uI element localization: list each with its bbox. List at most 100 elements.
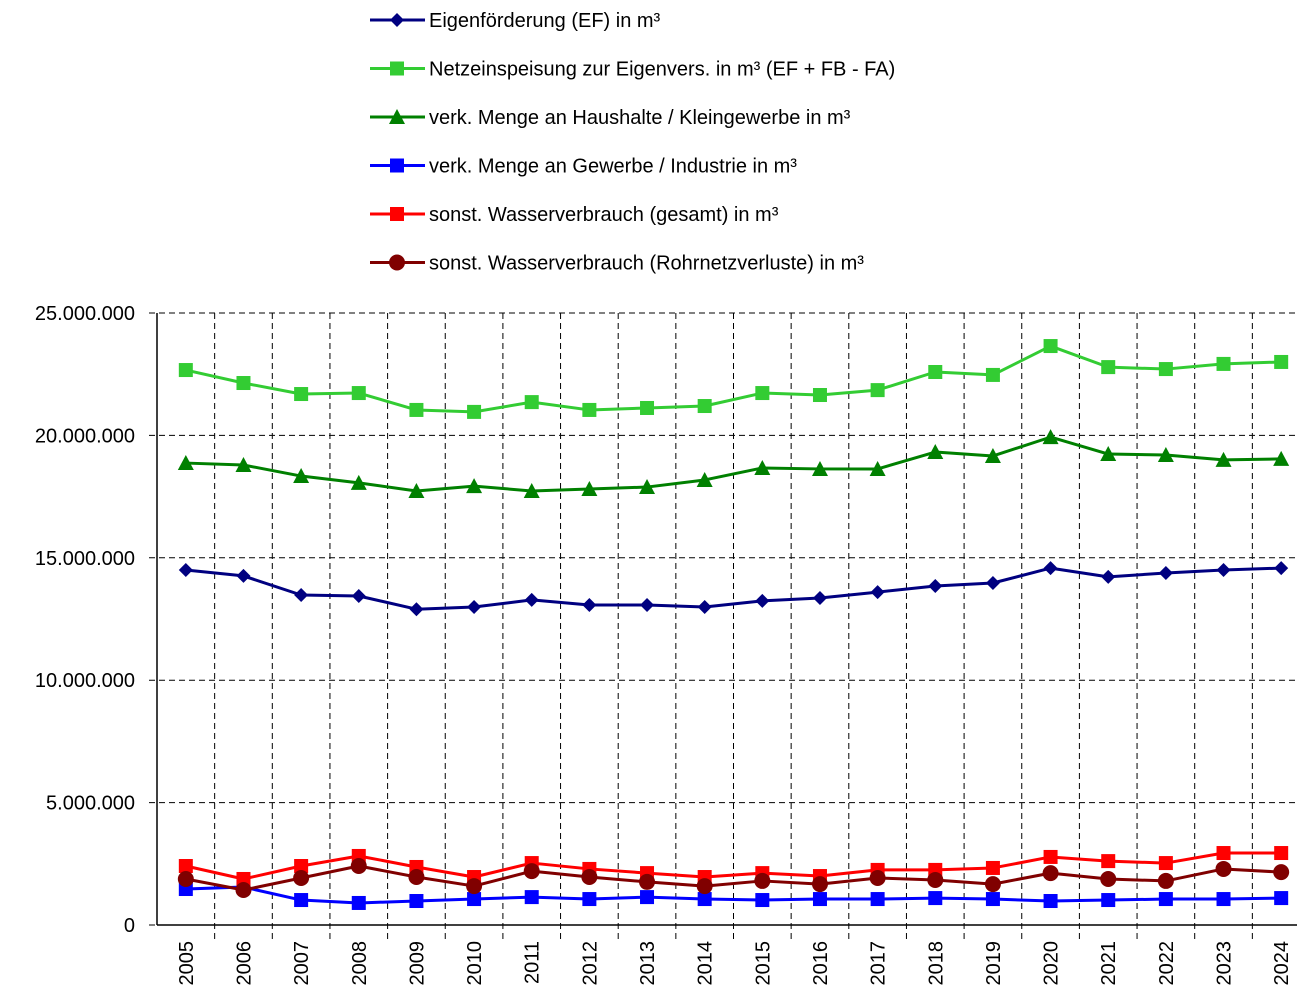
marker — [1100, 870, 1117, 887]
marker — [1101, 360, 1116, 375]
y-tick-label: 25.000.000 — [35, 303, 135, 325]
marker — [582, 892, 597, 907]
marker — [639, 873, 656, 890]
x-tick-label: 2017 — [868, 941, 890, 986]
marker — [1215, 451, 1232, 467]
legend-item: verk. Menge an Gewerbe / Industrie in m³ — [370, 156, 797, 178]
y-tick-label: 15.000.000 — [35, 548, 135, 570]
marker — [984, 876, 1001, 893]
marker — [294, 387, 309, 402]
marker — [1043, 339, 1058, 354]
marker — [697, 892, 712, 907]
marker — [409, 894, 424, 909]
marker — [812, 892, 827, 907]
marker — [1216, 356, 1231, 371]
legend-item: Netzeinspeisung zur Eigenvers. in m³ (EF… — [370, 59, 895, 81]
marker — [466, 478, 483, 494]
marker — [236, 568, 251, 583]
marker — [294, 859, 309, 874]
y-tick-label: 0 — [124, 915, 135, 937]
marker — [812, 590, 827, 605]
marker — [985, 576, 1000, 591]
x-tick-label: 2008 — [349, 941, 371, 986]
marker — [1157, 872, 1174, 889]
marker — [293, 468, 310, 484]
series-line — [185, 344, 1282, 414]
marker — [640, 890, 655, 905]
legend-marker — [390, 207, 404, 221]
marker — [928, 578, 943, 593]
legend-marker — [390, 158, 404, 173]
marker — [466, 878, 483, 895]
marker — [697, 600, 712, 615]
marker — [235, 881, 252, 898]
legend-marker — [390, 13, 404, 27]
marker — [178, 563, 193, 578]
x-tick-label: 2024 — [1271, 941, 1293, 986]
marker — [408, 482, 425, 498]
marker — [811, 460, 828, 476]
marker — [870, 383, 885, 398]
legend-item: Eigenförderung (EF) in m³ — [370, 10, 661, 32]
marker — [754, 459, 771, 475]
marker — [351, 386, 366, 401]
marker — [1158, 362, 1173, 377]
x-tick-label: 2022 — [1156, 941, 1178, 986]
marker — [524, 395, 539, 410]
marker — [236, 871, 251, 886]
x-tick-label: 2009 — [406, 941, 428, 986]
marker — [235, 457, 252, 473]
legend-marker — [389, 254, 405, 271]
marker — [178, 859, 193, 874]
marker — [524, 890, 539, 905]
marker — [928, 364, 943, 379]
marker — [581, 869, 598, 886]
marker — [812, 388, 827, 403]
marker — [351, 588, 366, 603]
legend-label: Netzeinspeisung zur Eigenvers. in m³ (EF… — [429, 59, 895, 81]
x-tick-label: 2023 — [1214, 941, 1236, 986]
marker — [1274, 846, 1289, 861]
marker — [523, 863, 540, 880]
marker — [1274, 561, 1289, 576]
marker — [409, 602, 424, 617]
marker — [178, 363, 193, 378]
marker — [467, 404, 482, 419]
marker — [1216, 563, 1231, 578]
series — [178, 880, 1289, 910]
marker — [1100, 446, 1117, 462]
y-tick-label: 5.000.000 — [46, 793, 135, 815]
series-line — [185, 566, 1282, 611]
marker — [984, 447, 1001, 463]
marker — [869, 460, 886, 476]
marker — [236, 376, 251, 391]
marker — [294, 893, 309, 908]
series — [177, 429, 1290, 498]
marker — [1043, 561, 1058, 576]
marker — [582, 402, 597, 417]
marker — [1158, 856, 1173, 871]
marker — [1101, 569, 1116, 584]
marker — [869, 869, 886, 886]
marker — [755, 386, 770, 401]
x-tick-label: 2020 — [1041, 941, 1063, 986]
x-tick-label: 2013 — [637, 941, 659, 986]
marker — [927, 444, 944, 460]
marker — [177, 455, 194, 471]
marker — [754, 872, 771, 889]
marker — [1101, 893, 1116, 908]
marker — [696, 471, 713, 487]
x-tick-label: 2005 — [176, 941, 198, 986]
marker — [985, 892, 1000, 907]
marker — [696, 878, 713, 895]
marker — [581, 481, 598, 497]
marker — [467, 892, 482, 907]
y-tick-label: 20.000.000 — [35, 425, 135, 447]
marker — [294, 588, 309, 603]
marker — [985, 367, 1000, 382]
marker — [351, 895, 366, 910]
marker — [350, 474, 367, 490]
marker — [1157, 446, 1174, 462]
